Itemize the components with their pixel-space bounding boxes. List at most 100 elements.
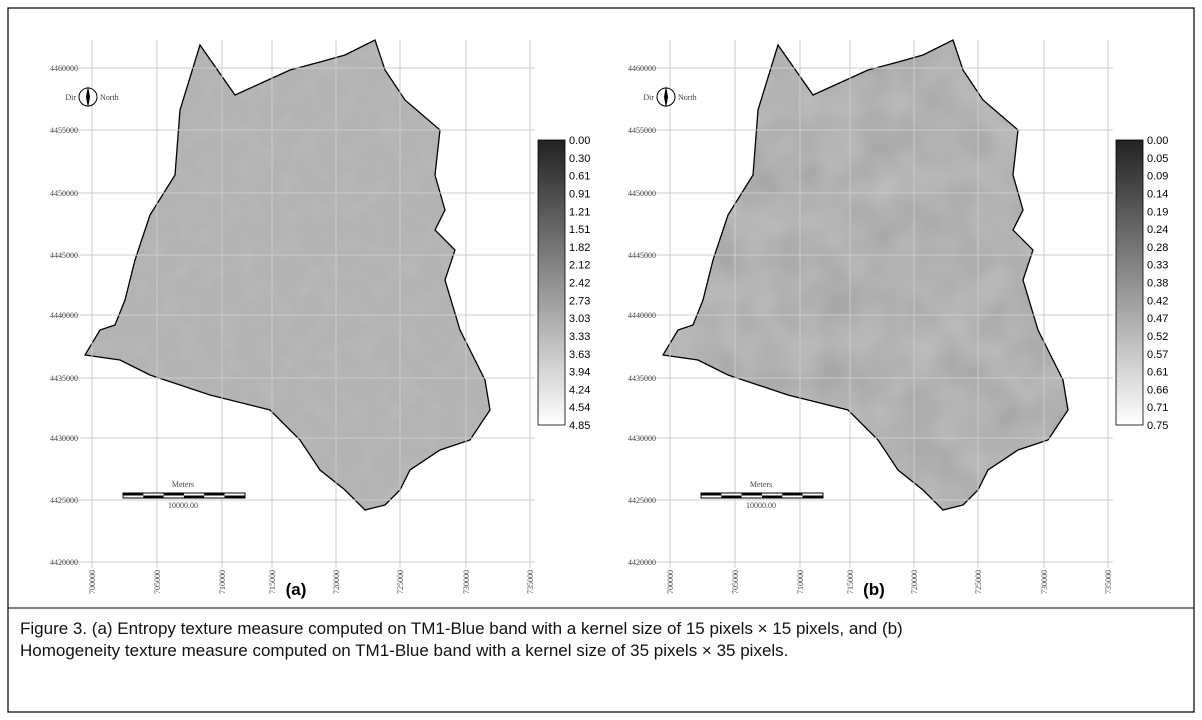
legend-label: 0.71 [1147, 402, 1168, 414]
legend-label: 0.00 [569, 135, 590, 147]
legend-label: 2.12 [569, 260, 590, 272]
north-arrow [664, 86, 668, 108]
legend-label: 4.85 [569, 420, 590, 432]
north-arrow [86, 86, 90, 108]
legend-label: 0.52 [1147, 331, 1168, 343]
scale-seg [183, 495, 205, 498]
x-label: 700000 [88, 570, 97, 594]
legend-label: 0.38 [1147, 278, 1168, 290]
y-label: 4425000 [628, 496, 656, 505]
legend-label: 1.82 [569, 242, 590, 254]
x-label: 725000 [974, 570, 983, 594]
map-fill [85, 40, 490, 510]
legend-label: 4.54 [569, 402, 590, 414]
scale-seg [123, 493, 144, 496]
map-panel: 4460000 4455000 4450000 4445000 4440000 44350… [628, 39, 1168, 599]
y-label: 4445000 [50, 251, 78, 260]
legend-label: 0.00 [1147, 135, 1168, 147]
scale-title: Meters [750, 480, 772, 489]
x-label: 705000 [153, 570, 162, 594]
y-label: 4435000 [50, 374, 78, 383]
legend-bar [1115, 139, 1144, 426]
legend-label: 2.42 [569, 278, 590, 290]
legend-label: 4.24 [569, 384, 590, 396]
legend-bar [537, 139, 566, 426]
map-outline [83, 39, 491, 511]
legend-label: 3.33 [569, 331, 590, 343]
x-label: 720000 [910, 570, 919, 594]
y-label: 4420000 [50, 558, 78, 567]
x-label: 700000 [666, 570, 675, 594]
map-panel: 4460000 4455000 4450000 4445000 4440000 44350… [50, 39, 590, 599]
x-label: 730000 [1040, 570, 1049, 594]
legend-label: 0.14 [1147, 188, 1168, 200]
panel-label: (b) [863, 580, 885, 599]
legend-label: 2.73 [569, 295, 590, 307]
y-label: 4445000 [628, 251, 656, 260]
y-label: 4460000 [628, 64, 656, 73]
scale-seg [761, 495, 783, 498]
scale-seg [204, 493, 225, 496]
x-label: 710000 [218, 570, 227, 594]
x-label: 710000 [796, 570, 805, 594]
caption: Figure 3. (a) Entropy texture measure co… [20, 619, 903, 660]
legend-label: 0.57 [1147, 349, 1168, 361]
scale-seg [782, 493, 803, 496]
scale-seg [701, 493, 722, 496]
legend-label: 0.19 [1147, 206, 1168, 218]
y-label: 4420000 [628, 558, 656, 567]
legend-label: 0.42 [1147, 295, 1168, 307]
legend-label: 1.21 [569, 206, 590, 218]
legend-label: 0.47 [1147, 313, 1168, 325]
scale-seg [802, 495, 823, 498]
y-label: 4450000 [628, 189, 656, 198]
north-label: North [100, 93, 119, 102]
y-label: 4425000 [50, 496, 78, 505]
y-label: 4460000 [50, 64, 78, 73]
legend-label: 0.91 [569, 188, 590, 200]
legend-label: 0.30 [569, 153, 590, 165]
dir-label: Dir [643, 93, 654, 102]
legend-label: 0.05 [1147, 153, 1168, 165]
map-outline [661, 39, 1069, 511]
legend-label: 0.33 [1147, 260, 1168, 272]
legend-label: 0.24 [1147, 224, 1168, 236]
x-label: 730000 [462, 570, 471, 594]
map-texture [663, 40, 1068, 510]
frame [7, 7, 1195, 713]
legend-label: 0.75 [1147, 420, 1168, 432]
x-label: 735000 [1104, 570, 1113, 594]
x-label: 720000 [332, 570, 341, 594]
scale-value: 10000.00 [168, 501, 198, 510]
y-label: 4440000 [628, 311, 656, 320]
map-texture [85, 40, 490, 510]
scale-seg [224, 495, 245, 498]
legend-label: 0.61 [569, 171, 590, 183]
legend-label: 1.51 [569, 224, 590, 236]
y-label: 4455000 [50, 126, 78, 135]
y-label: 4455000 [628, 126, 656, 135]
panel-label: (a) [286, 580, 307, 599]
scale-seg [741, 493, 762, 496]
x-label: 725000 [396, 570, 405, 594]
map-fill [663, 40, 1068, 510]
scale-value: 10000.00 [746, 501, 776, 510]
x-label: 705000 [731, 570, 740, 594]
legend-label: 0.09 [1147, 171, 1168, 183]
y-label: 4430000 [628, 434, 656, 443]
legend-label: 3.94 [569, 367, 590, 379]
legend-label: 3.63 [569, 349, 590, 361]
scale-title: Meters [172, 480, 194, 489]
scale-seg [163, 493, 184, 496]
north-label: North [678, 93, 697, 102]
x-label: 715000 [846, 570, 855, 594]
y-label: 4450000 [50, 189, 78, 198]
legend-label: 0.28 [1147, 242, 1168, 254]
scale-seg [143, 495, 164, 498]
dir-label: Dir [65, 93, 76, 102]
x-label: 735000 [526, 570, 535, 594]
legend-label: 0.61 [1147, 367, 1168, 379]
y-label: 4440000 [50, 311, 78, 320]
